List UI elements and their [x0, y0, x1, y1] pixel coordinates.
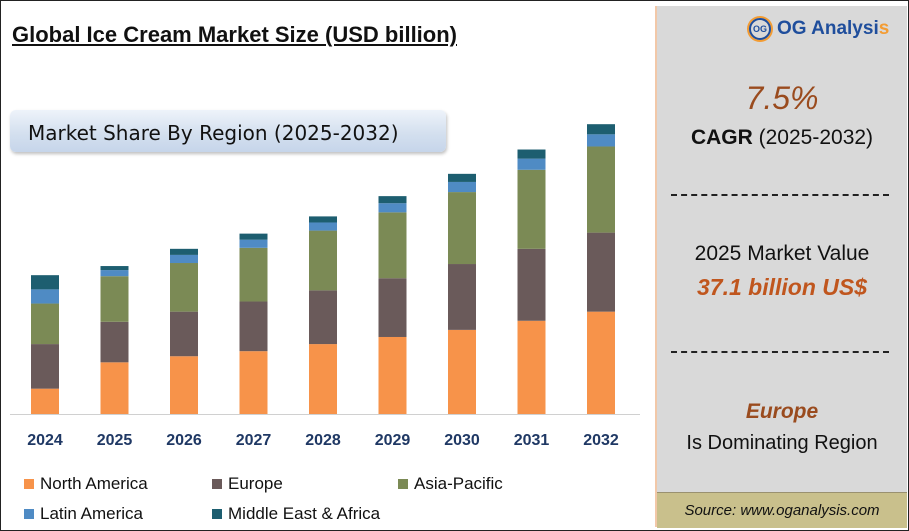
x-tick-label-2027: 2027	[236, 432, 272, 449]
bar-2028-middle-east-africa	[309, 216, 337, 223]
x-tick-label-2028: 2028	[305, 432, 341, 449]
bar-2025-latin-america	[100, 270, 129, 277]
bar-2027-north-america	[239, 351, 268, 414]
bar-2026-middle-east-africa	[170, 248, 198, 255]
bar-2031-latin-america	[517, 158, 546, 170]
chart-legend: North America Europe Asia-Pacific Latin …	[24, 474, 624, 530]
bar-2026-europe	[170, 311, 198, 357]
chart-title: Global Ice Cream Market Size (USD billio…	[12, 22, 457, 47]
bar-2028-europe	[309, 290, 337, 345]
bar-2025-asia-pacific	[100, 276, 129, 322]
source-note: Source: www.oganalysis.com	[657, 492, 907, 528]
bar-2026-latin-america	[170, 254, 198, 264]
bar-2030-latin-america	[448, 181, 476, 193]
x-tick-label-2029: 2029	[375, 432, 411, 449]
divider-bottom	[671, 351, 889, 353]
bar-2031-asia-pacific	[517, 169, 546, 249]
logo-wordmark: OG Analysis	[777, 18, 889, 40]
bar-2031-middle-east-africa	[517, 149, 546, 159]
bar-2026-north-america	[170, 356, 198, 414]
region-share-label: Market Share By Region (2025-2032)	[28, 121, 399, 145]
legend-item-mea: Middle East & Africa	[212, 504, 380, 524]
bar-2028-north-america	[309, 344, 337, 414]
x-tick-label-2032: 2032	[583, 432, 619, 449]
dominating-region: Europe	[745, 400, 819, 423]
cagr-label: CAGR (2025-2032)	[657, 126, 907, 150]
legend-item-europe: Europe	[212, 474, 283, 494]
dominating-region-text: Is Dominating Region	[686, 432, 878, 454]
bar-2027-asia-pacific	[239, 247, 268, 302]
bar-2024-europe	[31, 344, 59, 389]
market-value-label: 2025 Market Value	[694, 242, 870, 265]
bar-2025-north-america	[100, 362, 129, 414]
market-value: 37.1 billion US$	[697, 274, 867, 300]
bar-2031-europe	[517, 248, 546, 321]
stacked-bar-chart: 2024 2025 2026 2027 2028 2029 2030 2031 2032	[10, 124, 640, 449]
legend-item-asia-pacific: Asia-Pacific	[398, 474, 503, 494]
cagr-label-bold: CAGR	[690, 126, 753, 149]
bar-2027-middle-east-africa	[239, 233, 268, 240]
legend-swatch-north-america	[24, 479, 34, 489]
legend-swatch-asia-pacific	[398, 479, 408, 489]
legend-swatch-europe	[212, 479, 222, 489]
legend-item-north-america: North America	[24, 474, 148, 494]
bar-2032-north-america	[587, 311, 615, 414]
cagr-label-period: (2025-2032)	[752, 126, 874, 149]
bar-2029-latin-america	[378, 203, 407, 213]
region-share-banner: Market Share By Region (2025-2032)	[10, 110, 446, 152]
bar-2030-europe	[448, 264, 476, 330]
legend-label-mea: Middle East & Africa	[228, 504, 381, 523]
bar-2024-latin-america	[31, 289, 59, 304]
bar-2030-north-america	[448, 329, 476, 414]
bar-2032-asia-pacific	[587, 146, 615, 233]
cagr-value: 7.5%	[745, 80, 819, 116]
legend-label-asia-pacific: Asia-Pacific	[414, 474, 503, 493]
summary-panel: OG OG Analysis 7.5% CAGR (2025-2032) 202…	[655, 6, 907, 528]
bar-2024-asia-pacific	[31, 303, 59, 345]
legend-swatch-mea	[212, 509, 222, 519]
divider-top	[671, 194, 889, 196]
bar-2030-asia-pacific	[448, 192, 476, 265]
bar-2032-middle-east-africa	[587, 124, 615, 135]
bar-2032-europe	[587, 232, 615, 312]
legend-item-latin-america: Latin America	[24, 504, 143, 524]
bar-2029-middle-east-africa	[378, 196, 407, 204]
bar-2029-asia-pacific	[378, 212, 407, 279]
bar-2024-north-america	[31, 388, 59, 414]
og-analysis-logo: OG OG Analysis	[749, 18, 889, 40]
logo-wordmark-main: OG Analysi	[777, 18, 879, 39]
bar-2031-north-america	[517, 320, 546, 414]
bar-2028-asia-pacific	[309, 230, 337, 291]
legend-label-latin-america: Latin America	[40, 504, 143, 523]
og-logo-icon: OG	[749, 18, 771, 40]
x-tick-label-2031: 2031	[514, 432, 550, 449]
legend-label-europe: Europe	[228, 474, 283, 493]
bar-2029-europe	[378, 278, 407, 337]
bar-2024-middle-east-africa	[31, 275, 59, 290]
bar-2032-latin-america	[587, 134, 615, 147]
bar-2029-north-america	[378, 336, 407, 414]
x-tick-label-2024: 2024	[27, 432, 63, 449]
logo-wordmark-accent: s	[878, 18, 890, 39]
bar-2025-europe	[100, 321, 129, 363]
bar-2025-middle-east-africa	[100, 266, 129, 271]
x-tick-label-2030: 2030	[444, 432, 480, 449]
x-tick-label-2026: 2026	[166, 432, 202, 449]
bar-2027-latin-america	[239, 239, 268, 248]
bar-2028-latin-america	[309, 222, 337, 231]
bar-2027-europe	[239, 301, 268, 352]
bar-2026-asia-pacific	[170, 263, 198, 312]
legend-label-north-america: North America	[40, 474, 148, 493]
legend-swatch-latin-america	[24, 509, 34, 519]
x-tick-label-2025: 2025	[97, 432, 133, 449]
bar-2030-middle-east-africa	[448, 173, 476, 182]
